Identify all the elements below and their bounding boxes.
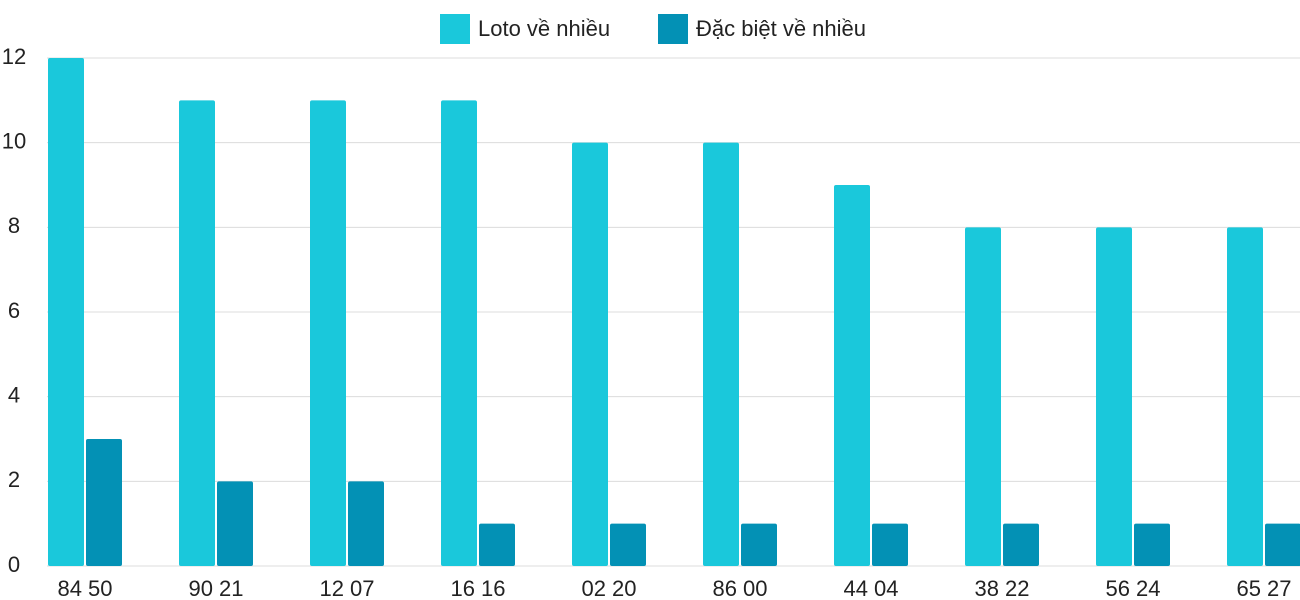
legend-swatch: [658, 14, 688, 44]
x-tick-label: 65 27: [1236, 576, 1291, 600]
bar: [1096, 227, 1132, 567]
bar: [479, 523, 515, 566]
x-tick-label: 02 20: [581, 576, 636, 600]
x-tick-label: 90 21: [188, 576, 243, 600]
y-tick-label: 2: [8, 467, 20, 492]
bar: [1134, 523, 1170, 566]
bar: [86, 439, 122, 566]
x-tick-label: 44 04: [843, 576, 898, 600]
bar: [217, 481, 253, 566]
y-tick-label: 12: [2, 44, 26, 69]
x-tick-label: 38 22: [974, 576, 1029, 600]
y-tick-label: 10: [2, 128, 26, 153]
bar: [1265, 523, 1300, 566]
bar: [310, 100, 346, 566]
bar: [610, 523, 646, 566]
x-tick-label: 84 50: [57, 576, 112, 600]
bar: [1227, 227, 1263, 567]
x-tick-label: 12 07: [319, 576, 374, 600]
bar: [965, 227, 1001, 567]
y-tick-label: 4: [8, 382, 20, 407]
x-tick-label: 86 00: [712, 576, 767, 600]
legend-label: Đặc biệt về nhiều: [696, 16, 866, 41]
legend-swatch: [440, 14, 470, 44]
x-tick-label: 56 24: [1105, 576, 1160, 600]
y-tick-label: 6: [8, 298, 20, 323]
bar: [703, 142, 739, 566]
bar: [441, 100, 477, 566]
legend-label: Loto về nhiều: [478, 16, 610, 41]
y-tick-label: 0: [8, 552, 20, 577]
bar: [741, 523, 777, 566]
bar: [872, 523, 908, 566]
bar: [348, 481, 384, 566]
bar: [1003, 523, 1039, 566]
bar: [48, 58, 84, 566]
x-tick-label: 16 16: [450, 576, 505, 600]
y-tick-label: 8: [8, 213, 20, 238]
bar: [572, 142, 608, 566]
bar: [179, 100, 215, 566]
bar: [834, 185, 870, 566]
